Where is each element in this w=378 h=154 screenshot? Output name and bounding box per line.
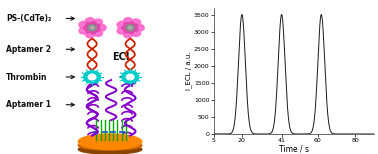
Circle shape	[124, 22, 129, 26]
Circle shape	[129, 22, 134, 26]
Circle shape	[84, 26, 89, 30]
Circle shape	[91, 30, 96, 34]
Circle shape	[88, 25, 96, 31]
Circle shape	[135, 24, 144, 31]
Circle shape	[93, 19, 102, 26]
Circle shape	[117, 21, 126, 28]
Circle shape	[90, 26, 94, 29]
Circle shape	[84, 71, 101, 83]
Circle shape	[86, 29, 91, 33]
X-axis label: Time / s: Time / s	[279, 145, 309, 154]
Circle shape	[88, 74, 96, 80]
Circle shape	[122, 26, 127, 30]
Circle shape	[94, 28, 100, 31]
Circle shape	[91, 22, 96, 26]
Circle shape	[86, 22, 91, 26]
Circle shape	[94, 24, 100, 28]
Y-axis label: I_ECL / a.u.: I_ECL / a.u.	[186, 52, 192, 90]
Text: Aptamer 2: Aptamer 2	[6, 45, 51, 54]
Circle shape	[97, 24, 106, 31]
Circle shape	[128, 26, 132, 29]
Circle shape	[79, 27, 88, 34]
Circle shape	[133, 24, 138, 28]
Ellipse shape	[78, 134, 142, 149]
Circle shape	[85, 18, 94, 24]
Circle shape	[117, 27, 126, 34]
Circle shape	[129, 30, 134, 34]
Circle shape	[122, 71, 139, 83]
Circle shape	[133, 28, 138, 31]
Text: ECL: ECL	[112, 52, 132, 62]
Circle shape	[126, 25, 135, 31]
Ellipse shape	[78, 141, 142, 150]
Text: Thrombin: Thrombin	[6, 73, 48, 81]
Circle shape	[132, 30, 141, 36]
Text: PS-(CdTe)₂: PS-(CdTe)₂	[6, 14, 52, 23]
Ellipse shape	[78, 145, 142, 154]
Text: Aptamer 1: Aptamer 1	[6, 100, 51, 109]
Circle shape	[79, 21, 88, 28]
Circle shape	[124, 29, 129, 33]
Circle shape	[126, 74, 134, 80]
Circle shape	[93, 30, 102, 36]
Circle shape	[124, 18, 133, 24]
Circle shape	[132, 19, 141, 26]
Circle shape	[85, 31, 94, 38]
Circle shape	[124, 31, 133, 38]
